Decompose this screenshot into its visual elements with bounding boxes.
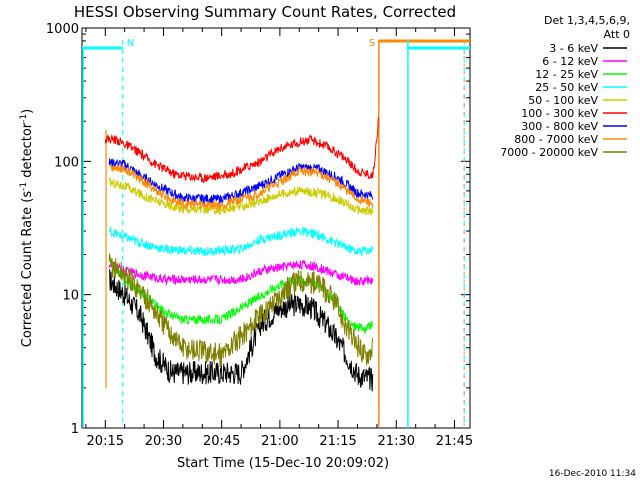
marker-label: S: [369, 38, 375, 49]
legend-entry-label: 3 - 6 keV: [549, 42, 598, 55]
y-axis-label-main: Corrected Count Rate (s: [20, 191, 35, 348]
series-line-7000-20000-kev: [108, 253, 374, 367]
x-tick-label: 20:30: [145, 434, 182, 449]
series-line-6-12-kev: [108, 260, 374, 286]
x-tick-label: 20:15: [87, 434, 124, 449]
plot-border: [81, 27, 471, 429]
y-tick-label: 100: [54, 155, 79, 170]
legend-title-line2: Att 0: [604, 28, 630, 41]
legend-entry-label: 12 - 25 keV: [535, 68, 598, 81]
series-line-100-300-kev: [104, 117, 380, 184]
x-tick-label: 20:45: [203, 434, 240, 449]
y-axis-label-end: ): [20, 109, 35, 114]
timestamp-stamp: 16-Dec-2010 11:34: [549, 469, 636, 479]
legend-entry-label: 100 - 300 keV: [521, 107, 598, 120]
y-axis-label: Corrected Count Rate (s-1 detector-1): [19, 109, 35, 347]
marker-label: N: [127, 38, 134, 49]
legend-entry-label: 25 - 50 keV: [535, 81, 598, 94]
y-tick-label: 1000: [46, 22, 79, 37]
y-axis-label-sup1: -1: [19, 182, 29, 191]
x-tick-label: 21:00: [261, 434, 298, 449]
y-axis: 1 10 100 1000: [46, 22, 470, 437]
y-tick-label: 10: [62, 289, 79, 304]
series-line-50-100-kev: [108, 177, 374, 216]
legend-entry-label: 300 - 800 keV: [521, 120, 598, 133]
y-axis-label-sup2: -1: [19, 114, 29, 123]
legend-title-line1: Det 1,3,4,5,6,9,: [544, 14, 630, 27]
x-axis: 20:15 20:30 20:45 21:00 21:15 21:30 21:45: [85, 28, 473, 449]
legend-entry-label: 50 - 100 keV: [528, 94, 598, 107]
y-tick-label: 1: [71, 422, 79, 437]
legend-entry-label: 7000 - 20000 keV: [500, 146, 598, 159]
legend-entry-label: 6 - 12 keV: [542, 55, 598, 68]
series-lines: [104, 117, 380, 392]
x-tick-label: 21:45: [436, 434, 473, 449]
plot-frame: [81, 27, 471, 429]
x-tick-label: 21:15: [319, 434, 356, 449]
series-line-25-50-kev: [108, 226, 374, 258]
chart-title: HESSI Observing Summary Count Rates, Cor…: [74, 3, 456, 21]
x-axis-label: Start Time (15-Dec-10 20:09:02): [177, 456, 389, 471]
series-line-12-25-kev: [108, 257, 374, 334]
legend-entry-label: 800 - 7000 keV: [514, 133, 598, 146]
series-line-800-7000-kev: [109, 163, 374, 210]
y-axis-label-mid: detector: [20, 122, 35, 182]
series-line-3-6-kev: [108, 269, 374, 392]
x-tick-label: 21:30: [378, 434, 415, 449]
